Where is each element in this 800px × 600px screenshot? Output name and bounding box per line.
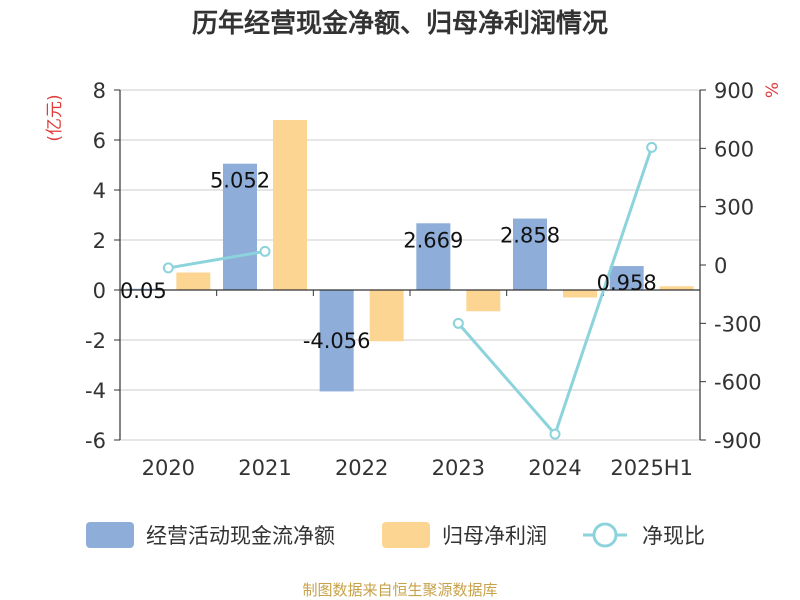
left-tick-label: 4 bbox=[93, 179, 106, 203]
bar-cashflow bbox=[319, 290, 354, 392]
data-label-cashflow: 2.669 bbox=[403, 228, 463, 252]
data-label-cashflow: 0.958 bbox=[597, 271, 657, 295]
right-tick-label: -300 bbox=[714, 312, 762, 336]
source-note: 制图数据来自恒生聚源数据库 bbox=[302, 581, 497, 599]
x-tick-label: 2020 bbox=[142, 456, 195, 480]
ratio-point bbox=[549, 428, 561, 440]
tick-labels-layer: -6 -4 -2 0 2 4 6 8 -900 -600 -300 0 300 600 900 2020 202… bbox=[85, 79, 762, 480]
chart-title: 历年经营现金净额、归母净利润情况 bbox=[192, 8, 608, 39]
bar-cashflow bbox=[416, 223, 451, 290]
ratio-point bbox=[259, 245, 271, 257]
data-label-cashflow: 5.052 bbox=[210, 169, 270, 193]
ratio-point bbox=[162, 262, 174, 274]
legend-marker-ratio bbox=[592, 522, 618, 548]
ratio-line-segment bbox=[168, 249, 266, 270]
left-tick-label: 2 bbox=[93, 229, 106, 253]
bar-profit bbox=[659, 286, 694, 290]
right-tick-label: -900 bbox=[714, 429, 762, 453]
data-label-cashflow: -4.056 bbox=[303, 329, 371, 353]
right-tick-label: 900 bbox=[714, 79, 754, 103]
left-tick-label: -6 bbox=[85, 429, 106, 453]
bar-profit bbox=[369, 290, 404, 342]
bar-cashflow bbox=[513, 218, 547, 290]
data-label-cashflow: 2.858 bbox=[500, 224, 560, 248]
legend-label-profit: 归母净利润 bbox=[442, 524, 547, 548]
x-tick-label: 2021 bbox=[238, 456, 291, 480]
right-axis-unit: % bbox=[763, 82, 783, 98]
bar-profit bbox=[176, 272, 211, 290]
ratio-point bbox=[452, 317, 464, 329]
bars-layer bbox=[126, 120, 694, 392]
x-tick-label: 2023 bbox=[432, 456, 485, 480]
legend-swatch-profit bbox=[382, 522, 430, 548]
bar-profit bbox=[273, 120, 307, 290]
left-tick-label: 6 bbox=[93, 129, 106, 153]
left-tick-label: 0 bbox=[93, 279, 106, 303]
right-tick-label: 300 bbox=[714, 196, 754, 220]
left-tick-label: -2 bbox=[85, 329, 106, 353]
bar-cashflow bbox=[126, 288, 161, 290]
data-label-cashflow: 0.05 bbox=[120, 279, 167, 303]
legend-label-cashflow: 经营活动现金流净额 bbox=[146, 524, 335, 548]
axes-layer bbox=[114, 89, 706, 441]
right-tick-label: -600 bbox=[714, 371, 762, 395]
left-axis-unit: (亿元) bbox=[45, 94, 65, 141]
ratio-point bbox=[646, 141, 658, 153]
left-tick-label: -4 bbox=[85, 379, 106, 403]
right-tick-label: 600 bbox=[714, 137, 754, 161]
bar-cashflow bbox=[609, 266, 644, 290]
legend-label-ratio: 净现比 bbox=[642, 524, 705, 548]
data-labels-layer: 0.05 5.052 -4.056 2.669 2.858 0.958 bbox=[120, 169, 657, 353]
x-tick-label: 2025H1 bbox=[610, 456, 693, 480]
legend-swatch-cashflow bbox=[86, 522, 134, 548]
legend: 经营活动现金流净额 归母净利润 净现比 bbox=[86, 522, 705, 548]
x-tick-label: 2024 bbox=[528, 456, 581, 480]
ratio-line-layer bbox=[162, 141, 658, 440]
bar-cashflow bbox=[223, 163, 257, 290]
bar-profit bbox=[466, 290, 501, 312]
x-tick-label: 2022 bbox=[335, 456, 388, 480]
bar-profit bbox=[563, 290, 597, 298]
left-tick-label: 8 bbox=[93, 79, 106, 103]
right-tick-label: 0 bbox=[714, 254, 727, 278]
